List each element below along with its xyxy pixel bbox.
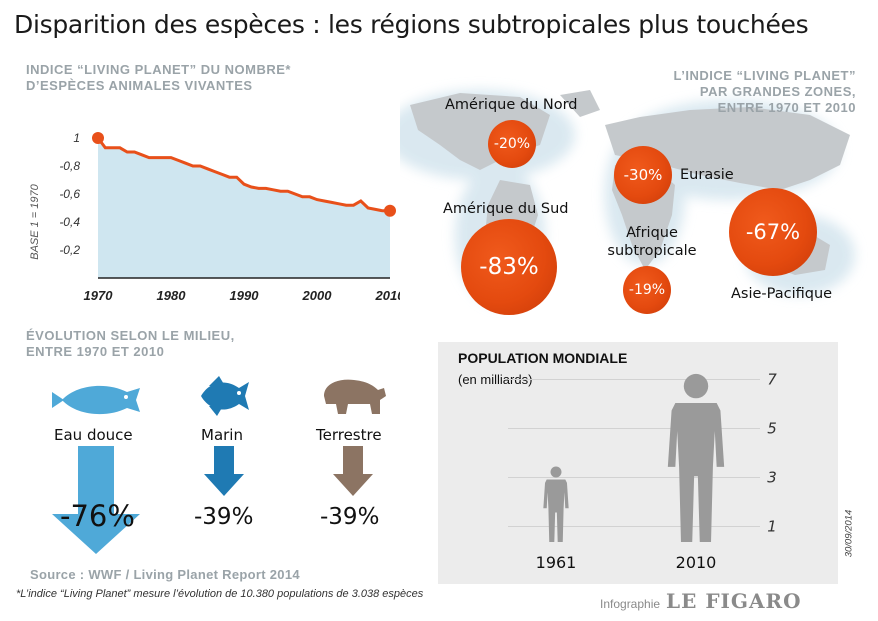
terrestrial-arrow-icon <box>333 446 373 496</box>
index-chart-subtitle: INDICE “LIVING PLANET” DU NOMBRE* D’ESPÈ… <box>26 62 291 94</box>
index-x-tick-label: 2010 <box>375 288 406 303</box>
region-label-africa: Afrique subtropicale <box>596 224 708 260</box>
region-label-africa-line1: Afrique <box>626 225 678 241</box>
index-chart: BASE 1 = 1970 1 -0,8 -0,6 -0,4 -0,2 1970 1980… <box>29 131 406 303</box>
milieu-label-terrestrial: Terrestre <box>316 426 382 444</box>
region-bubble-asia-pacific: -67% <box>729 188 817 276</box>
map-subtitle: L’INDICE “LIVING PLANET” PAR GRANDES ZON… <box>620 68 856 116</box>
region-bubble-south-america: -83% <box>461 219 557 315</box>
footnote: *L’indice “Living Planet” mesure l’évolu… <box>16 588 424 600</box>
region-label-africa-line2: subtropicale <box>607 243 697 259</box>
milieu-label-freshwater: Eau douce <box>54 426 133 444</box>
fish-icon <box>52 385 140 415</box>
milieu-subtitle-line2: ENTRE 1970 ET 2010 <box>26 344 165 359</box>
map-subtitle-line1: L’INDICE “LIVING PLANET” <box>673 68 856 83</box>
index-x-tick-label: 1990 <box>230 288 260 303</box>
population-year-label: 2010 <box>676 553 717 572</box>
index-y-tick-label: -0,8 <box>59 159 80 173</box>
population-figure-1961 <box>543 466 569 542</box>
bear-icon <box>324 379 386 414</box>
infographie-label: Infographie <box>600 597 661 611</box>
population-chart: 7 5 3 1 1961 2010 <box>508 371 777 572</box>
milieu-value-freshwater: -76% <box>60 499 135 533</box>
index-area <box>98 138 390 278</box>
index-subtitle-line2: D’ESPÈCES ANIMALES VIVANTES <box>26 78 253 93</box>
population-title: POPULATION MONDIALE <box>458 350 628 366</box>
milieu-value-marine: -39% <box>194 504 254 530</box>
population-scale-label: 3 <box>767 469 777 487</box>
milieu-value-terrestrial: -39% <box>320 504 380 530</box>
index-x-tick-label: 2000 <box>302 288 333 303</box>
index-y-tick-label: -0,6 <box>59 187 80 201</box>
brand-block: Infographie LE FIGARO <box>600 589 802 613</box>
index-subtitle-line1: INDICE “LIVING PLANET” DU NOMBRE* <box>26 62 291 77</box>
region-bubble-north-america: -20% <box>488 120 536 168</box>
marine-fish-icon <box>201 376 249 416</box>
population-subtitle: (en milliards) <box>458 372 533 387</box>
region-label-north-america: Amérique du Nord <box>445 97 578 113</box>
population-scale-label: 5 <box>767 420 777 438</box>
region-label-asia-pacific: Asie-Pacifique <box>731 286 833 302</box>
index-line <box>96 137 390 213</box>
map-subtitle-line2: PAR GRANDES ZONES, <box>699 84 856 99</box>
source-text: Source : WWF / Living Planet Report 2014 <box>30 567 300 582</box>
map-subtitle-line3: ENTRE 1970 ET 2010 <box>717 100 856 115</box>
population-scale-label: 7 <box>767 371 777 389</box>
milieu-subtitle: ÉVOLUTION SELON LE MILIEU, ENTRE 1970 ET… <box>26 328 235 360</box>
milieu-label-marine: Marin <box>201 426 243 444</box>
le-figaro-logo: LE FIGARO <box>666 589 802 613</box>
marine-arrow-icon <box>204 446 244 496</box>
region-label-eurasia: Eurasie <box>680 167 734 183</box>
region-bubble-africa: -19% <box>623 266 671 314</box>
page-title: Disparition des espèces : les régions su… <box>14 10 809 39</box>
population-figure-2010 <box>667 373 725 542</box>
population-date-text: 30/09/2014 <box>843 509 855 558</box>
index-start-point <box>92 132 104 144</box>
population-year-label: 1961 <box>536 553 577 572</box>
index-x-tick-label: 1970 <box>84 288 114 303</box>
index-x-tick-label: 1980 <box>157 288 187 303</box>
index-y-tick-label: -0,2 <box>59 243 80 257</box>
index-y-tick-label: 1 <box>73 131 80 145</box>
index-y-axis-label: BASE 1 = 1970 <box>29 183 41 259</box>
index-y-tick-label: -0,4 <box>59 215 80 229</box>
region-label-south-america: Amérique du Sud <box>443 201 569 217</box>
milieu-subtitle-line1: ÉVOLUTION SELON LE MILIEU, <box>26 328 235 343</box>
index-end-point <box>384 204 396 217</box>
region-bubble-eurasia: -30% <box>614 146 672 204</box>
freshwater-arrow-icon <box>52 446 140 554</box>
population-panel <box>438 342 838 584</box>
population-scale-label: 1 <box>767 518 777 536</box>
population-date: 30/09/2014 <box>842 490 856 580</box>
